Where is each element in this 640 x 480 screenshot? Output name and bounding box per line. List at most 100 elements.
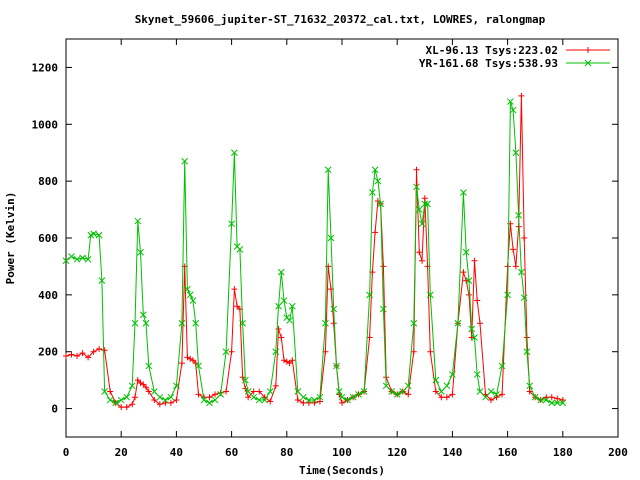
data-point — [195, 362, 202, 370]
data-point — [286, 360, 293, 367]
data-point — [178, 360, 185, 367]
data-point — [139, 311, 147, 319]
data-point — [242, 376, 249, 384]
data-point — [471, 334, 478, 341]
data-point — [380, 305, 387, 313]
data-point — [443, 382, 451, 390]
data-point — [239, 319, 246, 327]
data-point — [382, 382, 390, 390]
data-point — [101, 347, 108, 354]
y-tick-label: 600 — [38, 232, 58, 245]
data-point — [482, 391, 489, 398]
data-point — [559, 397, 566, 404]
x-tick-label: 60 — [225, 446, 238, 459]
data-point — [206, 399, 213, 407]
data-point — [272, 382, 279, 389]
data-point — [98, 277, 106, 284]
data-point — [410, 348, 417, 355]
data-point — [294, 388, 302, 395]
data-point — [463, 277, 470, 284]
legend-label: XL-96.13 Tsys:223.02 — [426, 44, 558, 57]
data-point — [178, 319, 186, 327]
data-point — [281, 357, 288, 364]
data-point — [300, 399, 307, 406]
y-tick-label: 200 — [38, 346, 58, 359]
data-point — [234, 303, 241, 310]
data-point — [518, 92, 525, 99]
data-point — [286, 317, 293, 324]
data-point — [432, 376, 440, 384]
data-point — [85, 354, 92, 361]
data-point — [355, 391, 362, 398]
legend-label: YR-161.68 Tsys:538.93 — [419, 57, 558, 70]
data-point — [134, 377, 141, 384]
data-point — [554, 395, 561, 402]
x-tick-label: 20 — [115, 446, 128, 459]
data-point — [162, 399, 169, 406]
data-point — [145, 388, 152, 395]
data-point — [280, 297, 288, 304]
data-point — [305, 399, 312, 406]
data-point — [488, 397, 495, 404]
data-point — [311, 396, 318, 404]
data-point — [482, 393, 489, 401]
data-point — [167, 393, 175, 401]
data-point — [523, 348, 531, 356]
data-point — [438, 394, 445, 401]
data-point — [134, 217, 142, 225]
y-axis: 0 200 400 600 800 1000 1200 — [32, 61, 618, 416]
x-tick-label: 140 — [442, 446, 462, 459]
data-point — [404, 382, 412, 390]
data-point — [250, 393, 258, 401]
data-point — [476, 388, 484, 395]
data-point — [228, 348, 235, 355]
data-point — [537, 396, 545, 404]
data-point — [372, 229, 379, 236]
data-point — [415, 206, 423, 213]
data-point — [421, 195, 428, 202]
data-point — [521, 235, 528, 241]
data-point — [465, 291, 472, 298]
data-point — [454, 319, 462, 327]
data-point — [123, 404, 130, 411]
data-point — [338, 393, 346, 401]
data-point — [79, 350, 86, 357]
data-point — [487, 388, 495, 395]
data-point — [413, 183, 420, 191]
y-tick-label: 0 — [51, 403, 58, 416]
data-point — [140, 381, 147, 388]
data-point — [90, 230, 97, 238]
y-tick-label: 1000 — [32, 118, 59, 131]
data-point — [277, 268, 285, 276]
data-point — [236, 246, 244, 253]
data-point — [63, 352, 69, 359]
data-point — [245, 394, 252, 401]
chart-title: Skynet_59606_jupiter-ST_71632_20372_cal.… — [135, 13, 546, 26]
data-point — [473, 371, 481, 378]
data-point — [294, 397, 301, 404]
data-point — [366, 291, 373, 299]
legend-swatch-marker — [584, 59, 592, 67]
data-point — [432, 388, 439, 395]
x-tick-label: 180 — [553, 446, 573, 459]
data-point — [137, 248, 144, 256]
data-point — [261, 396, 269, 404]
data-point — [449, 391, 456, 398]
data-point — [460, 189, 467, 196]
data-point — [468, 325, 476, 333]
data-point — [223, 388, 230, 395]
data-point — [189, 297, 197, 304]
data-point — [181, 157, 189, 165]
data-point — [416, 249, 423, 256]
data-point — [413, 166, 420, 173]
data-point — [499, 391, 506, 398]
data-point — [96, 345, 103, 352]
data-point — [518, 268, 525, 276]
y-tick-label: 400 — [38, 289, 58, 302]
data-point — [173, 397, 180, 404]
data-point — [330, 305, 338, 313]
x-tick-label: 120 — [387, 446, 407, 459]
